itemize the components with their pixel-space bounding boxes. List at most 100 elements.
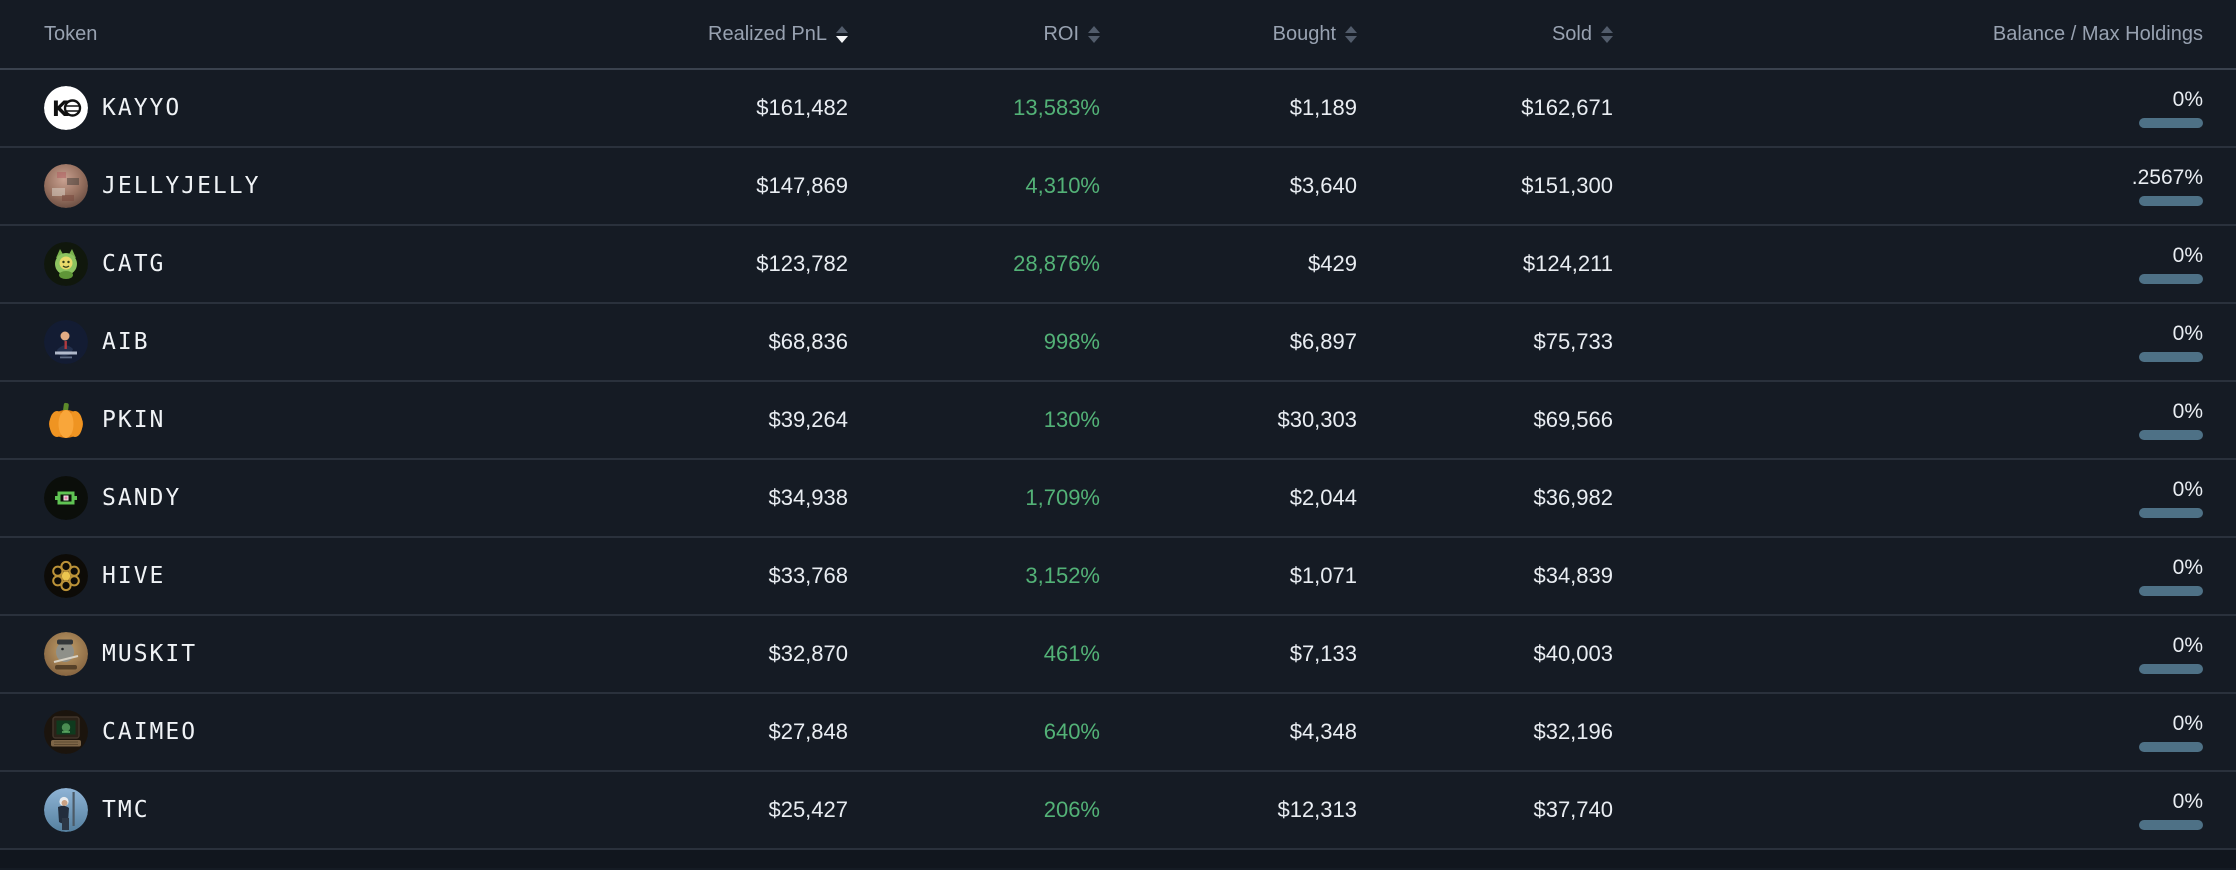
balance-cell: .2567% <box>1613 165 2203 207</box>
sandy-pixel-eye-icon <box>44 476 88 520</box>
sort-icon <box>1088 25 1100 43</box>
hive-honeycomb-icon <box>44 554 88 598</box>
bought-value: $2,044 <box>1289 485 1357 510</box>
balance-progress-bar <box>2139 352 2203 363</box>
roi-value: 640% <box>1043 719 1100 744</box>
column-header-sold[interactable]: Sold <box>1357 23 1613 46</box>
realized-pnl-value: $25,427 <box>768 797 848 822</box>
token-symbol: JELLYJELLY <box>102 173 261 199</box>
balance-value: 0% <box>2172 555 2203 579</box>
balance-value: 0% <box>2172 399 2203 423</box>
column-header-token: Token <box>44 23 633 46</box>
token-cell: HIVE <box>44 554 633 598</box>
bought-value: $6,897 <box>1289 329 1357 354</box>
balance-value: 0% <box>2172 243 2203 267</box>
column-label: Sold <box>1551 22 1592 45</box>
table-row[interactable]: JELLYJELLY $147,869 4,310% $3,640 $151,3… <box>0 148 2236 226</box>
realized-pnl-value: $161,482 <box>756 95 848 120</box>
balance-cell: 0% <box>1613 555 2203 597</box>
kayyo-logo-icon: K <box>44 86 88 130</box>
sold-value: $162,671 <box>1521 95 1613 120</box>
realized-pnl-value: $39,264 <box>768 407 848 432</box>
sold-value: $69,566 <box>1533 407 1613 432</box>
column-header-realized-pnl[interactable]: Realized PnL <box>633 23 848 46</box>
caimeo-computer-icon <box>44 710 88 754</box>
balance-progress-bar <box>2139 196 2203 207</box>
balance-cell: 0% <box>1613 711 2203 753</box>
next-row-partial <box>0 850 2236 868</box>
column-header-roi[interactable]: ROI <box>848 23 1100 46</box>
svg-text:K: K <box>52 97 69 121</box>
roi-value: 1,709% <box>1025 485 1100 510</box>
balance-value: .2567% <box>2131 165 2203 189</box>
balance-cell: 0% <box>1613 478 2203 519</box>
column-header-balance-max-holdings: Balance / Max Holdings <box>1613 23 2203 46</box>
roi-value: 4,310% <box>1025 173 1100 198</box>
table-row[interactable]: PKIN $39,264 130% $30,303 $69,566 0% <box>0 382 2236 460</box>
column-label: ROI <box>1043 22 1079 45</box>
token-cell: K KAYYO <box>44 86 633 130</box>
token-cell: AIB <box>44 320 633 364</box>
token-cell: CATG <box>44 242 633 286</box>
roi-value: 28,876% <box>1013 251 1100 276</box>
table-row[interactable]: CAIMEO $27,848 640% $4,348 $32,196 0% <box>0 694 2236 772</box>
column-header-bought[interactable]: Bought <box>1100 23 1357 46</box>
balance-cell: 0% <box>1613 321 2203 363</box>
table-row[interactable]: TMC $25,427 206% $12,313 $37,740 0% <box>0 772 2236 850</box>
bought-value: $4,348 <box>1289 719 1357 744</box>
roi-value: 461% <box>1043 641 1100 666</box>
token-cell: SANDY <box>44 476 633 520</box>
token-symbol: CAIMEO <box>102 719 198 745</box>
token-symbol: TMC <box>102 797 150 823</box>
balance-cell: 0% <box>1613 399 2203 441</box>
column-label: Realized PnL <box>708 22 827 45</box>
bought-value: $30,303 <box>1277 407 1357 432</box>
roi-value: 998% <box>1043 329 1100 354</box>
column-label: Token <box>44 22 98 45</box>
token-symbol: AIB <box>102 329 150 355</box>
realized-pnl-value: $32,870 <box>768 641 848 666</box>
balance-cell: 0% <box>1613 243 2203 285</box>
balance-value: 0% <box>2172 711 2203 735</box>
balance-progress-bar <box>2139 664 2203 675</box>
balance-progress-bar <box>2139 118 2203 129</box>
token-cell: CAIMEO <box>44 710 633 754</box>
roi-value: 3,152% <box>1025 563 1100 588</box>
column-label: Balance / Max Holdings <box>1992 22 2203 45</box>
table-row[interactable]: SANDY $34,938 1,709% $2,044 $36,982 0% <box>0 460 2236 538</box>
token-symbol: HIVE <box>102 563 166 589</box>
table-row[interactable]: MUSKIT $32,870 461% $7,133 $40,003 0% <box>0 616 2236 694</box>
table-header: Token Realized PnL ROI Bought Sold Balan… <box>0 0 2236 70</box>
sold-value: $37,740 <box>1533 797 1613 822</box>
balance-value: 0% <box>2172 321 2203 345</box>
balance-value: 0% <box>2172 87 2203 111</box>
table-row[interactable]: HIVE $33,768 3,152% $1,071 $34,839 0% <box>0 538 2236 616</box>
table-row[interactable]: K KAYYO $161,482 13,583% $1,189 $162,671… <box>0 70 2236 148</box>
balance-progress-bar <box>2139 274 2203 285</box>
balance-cell: 0% <box>1613 634 2203 675</box>
table-row[interactable]: CATG $123,782 28,876% $429 $124,211 0% <box>0 226 2236 304</box>
balance-progress-bar <box>2139 430 2203 441</box>
pumpkin-icon <box>44 398 88 442</box>
sort-icon <box>1601 25 1613 43</box>
realized-pnl-value: $123,782 <box>756 251 848 276</box>
bought-value: $1,189 <box>1289 95 1357 120</box>
jellyjelly-photo-icon <box>44 164 88 208</box>
roi-value: 13,583% <box>1013 95 1100 120</box>
bought-value: $429 <box>1308 251 1357 276</box>
realized-pnl-value: $34,938 <box>768 485 848 510</box>
balance-cell: 0% <box>1613 87 2203 129</box>
sold-value: $36,982 <box>1533 485 1613 510</box>
aib-figure-icon <box>44 320 88 364</box>
realized-pnl-value: $33,768 <box>768 563 848 588</box>
balance-progress-bar <box>2139 742 2203 753</box>
token-symbol: SANDY <box>102 485 182 511</box>
bought-value: $7,133 <box>1289 641 1357 666</box>
balance-progress-bar <box>2139 586 2203 597</box>
token-cell: TMC <box>44 788 633 832</box>
token-cell: JELLYJELLY <box>44 164 633 208</box>
table-row[interactable]: AIB $68,836 998% $6,897 $75,733 0% <box>0 304 2236 382</box>
token-symbol: CATG <box>102 251 166 277</box>
roi-value: 206% <box>1043 797 1100 822</box>
